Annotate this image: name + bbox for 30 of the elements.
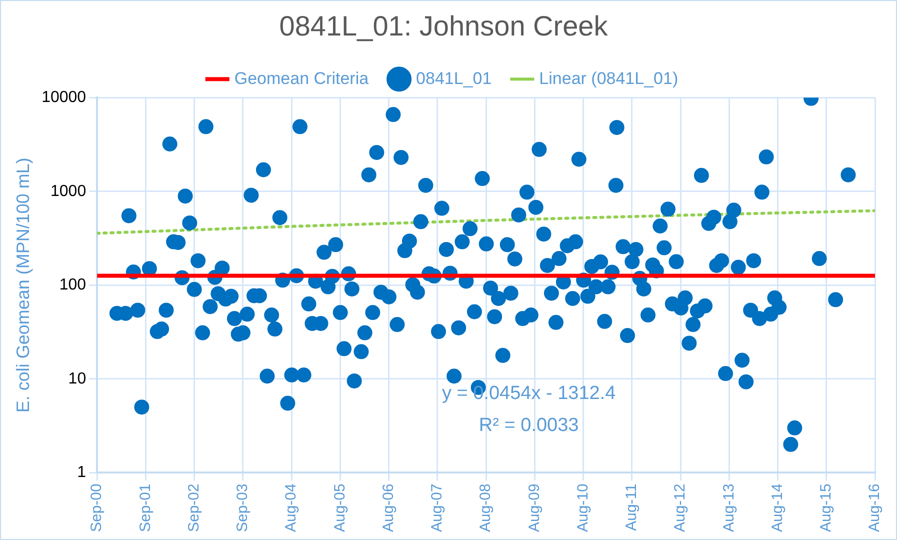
- x-tick-label: Sep-01: [136, 484, 154, 532]
- y-tick-label: 10000: [42, 89, 86, 106]
- legend-label: Linear (0841L_01): [539, 68, 678, 88]
- x-tick-label: Aug-04: [282, 484, 300, 532]
- x-tick-label: Aug-15: [818, 484, 835, 532]
- x-tick-label: Sep-03: [234, 484, 252, 532]
- annotation: R² = 0.0033: [478, 415, 579, 436]
- x-tick-label: Aug-12: [672, 484, 689, 532]
- y-tick-label: 1: [77, 464, 86, 482]
- annotation: y = 0.0454x - 1312.4: [442, 383, 616, 404]
- x-tick-label: Aug-11: [623, 484, 640, 531]
- legend-label: 0841L_01: [416, 68, 492, 88]
- x-tick-label: Sep-00: [88, 484, 106, 532]
- x-tick-label: Aug-13: [720, 484, 738, 532]
- x-tick-label: Aug-06: [380, 484, 397, 532]
- chart-title: 0841L_01: Johnson Creek: [279, 10, 609, 42]
- x-tick-label: Aug-16: [866, 484, 884, 532]
- x-tick-label: Aug-10: [574, 484, 592, 532]
- y-axis-title: E. coli Geomean (MPN/100 mL): [12, 158, 33, 413]
- y-tick-label: 100: [59, 276, 86, 294]
- x-tick-label: Aug-08: [477, 484, 494, 532]
- line-series: [97, 209, 875, 235]
- x-tick-label: Aug-14: [768, 484, 786, 532]
- y-tick-label: 10: [68, 370, 86, 388]
- x-tick-label: Aug-09: [526, 484, 543, 532]
- y-tick-label: 1000: [50, 182, 86, 200]
- x-tick-label: Aug-05: [331, 484, 348, 532]
- x-tick-label: Sep-02: [185, 484, 202, 532]
- legend-label: Geomean Criteria: [234, 68, 370, 88]
- x-tick-label: Aug-07: [428, 484, 446, 532]
